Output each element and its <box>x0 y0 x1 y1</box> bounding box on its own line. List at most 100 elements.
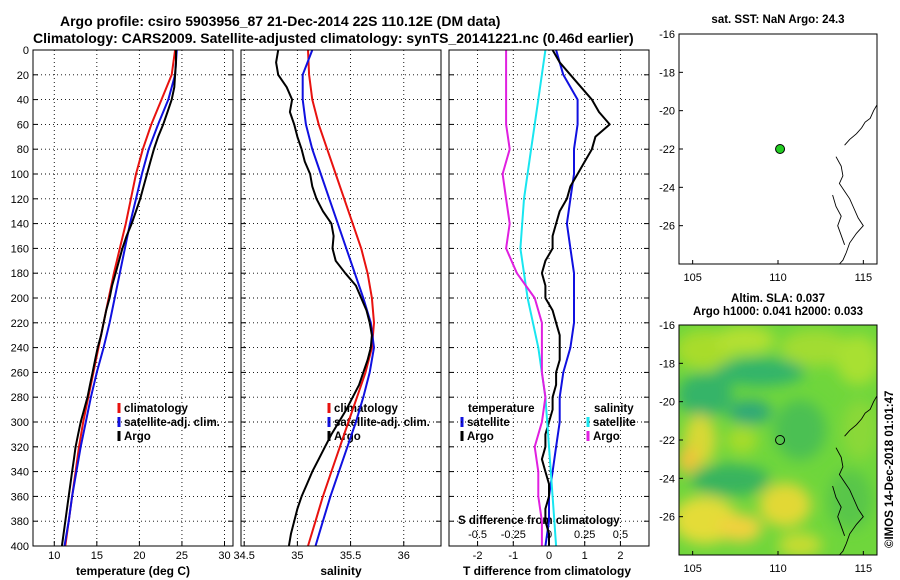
salinity-xtick-label: 34.5 <box>233 550 254 562</box>
difference-legend: temperature satellite Argo salinity sate… <box>460 403 636 443</box>
difference-panel: T difference from climatology S differen… <box>448 49 650 578</box>
depth-tick-label: 380 <box>11 516 29 528</box>
m-sst-ytick-label: -18 <box>659 67 675 79</box>
m-sla-xtick-label: 105 <box>683 563 701 575</box>
credit-text: ©IMOS 14-Dec-2018 01:01:47 <box>884 391 896 548</box>
title-line1: Argo profile: csiro 5903956_87 21-Dec-20… <box>60 13 500 29</box>
depth-tick-label: 20 <box>17 70 29 82</box>
salinity-series-satellite-adj-clim- <box>301 49 375 547</box>
salinity-xtick-label: 36 <box>398 550 410 562</box>
sla-map-title: Altim. SLA: 0.037 <box>731 293 825 305</box>
depth-tick-label: 200 <box>11 293 29 305</box>
temperature-xlabel: temperature (deg C) <box>76 564 190 578</box>
s-tick-label: 0.5 <box>613 529 628 541</box>
sst-map: sat. SST: NaN Argo: 24.3 105 110 115 -16 -18… <box>659 14 878 284</box>
depth-tick-label: 220 <box>11 318 29 330</box>
depth-tick-labels: 0 20 40 60 80 100 120 140 160 180 200 220 240 260 280 3… <box>11 45 29 553</box>
m-sla-ytick-label: -20 <box>659 397 675 409</box>
m-sla-xtick-label: 110 <box>769 563 787 575</box>
salinity-xtick-label: 35 <box>291 550 303 562</box>
m-sla-xtick-label: 115 <box>855 563 873 575</box>
legend-t-argo: Argo <box>467 431 494 443</box>
depth-tick-label: 140 <box>11 219 29 231</box>
temperature-xtick-label: 30 <box>218 550 230 562</box>
m-sla-float-marker <box>775 435 786 445</box>
m-sst-coastline <box>835 156 864 265</box>
temperature-xtick-label: 20 <box>133 550 145 562</box>
temperature-panel: 0 20 40 60 80 100 120 140 160 180 200 220 240 260 280 3… <box>11 45 234 578</box>
salinity-series-argo <box>275 49 373 547</box>
depth-tick-label: 300 <box>11 417 29 429</box>
sla-field <box>679 325 877 555</box>
depth-tick-label: 80 <box>17 144 29 156</box>
legend-salinity-title: salinity <box>594 403 634 415</box>
difference-series-temperature-satellite <box>544 49 579 547</box>
depth-tick-label: 60 <box>17 119 29 131</box>
s-difference-label: S difference from climatology <box>458 515 620 527</box>
temperature-series-argo <box>60 50 177 547</box>
sla-map-subtitle: Argo h1000: 0.041 h2000: 0.033 <box>693 306 863 318</box>
depth-tick-label: 280 <box>11 392 29 404</box>
temperature-legend: climatology satellite-adj. clim. Argo <box>117 403 220 443</box>
s-tick-label: -0.25 <box>501 529 526 541</box>
depth-tick-label: 180 <box>11 268 29 280</box>
legend-temperature-title: temperature <box>468 403 534 415</box>
temperature-xtick-label: 25 <box>176 550 188 562</box>
m-sla-ytick-label: -18 <box>659 358 675 370</box>
difference-xtick-label: -2 <box>473 550 483 562</box>
sla-map-frame <box>678 324 878 556</box>
m-sla-coastline <box>835 447 864 556</box>
m-sla-coastline <box>832 485 846 536</box>
m-sla-ytick-label: -26 <box>659 512 675 524</box>
m-sla-ytick-label: -16 <box>659 320 675 332</box>
m-sla-ytick-label: -22 <box>659 435 675 447</box>
s-tick-label: -0.5 <box>468 529 487 541</box>
legend-argo: Argo <box>124 431 151 443</box>
depth-tick-label: 100 <box>11 169 29 181</box>
legend-s-argo: Argo <box>593 431 620 443</box>
m-sst-ytick-label: -24 <box>659 182 675 194</box>
depth-tick-label: 40 <box>17 95 29 107</box>
temperature-xtick-label: 10 <box>48 550 60 562</box>
difference-xtick-label: 1 <box>582 550 588 562</box>
legend-satellite-adj: satellite-adj. clim. <box>334 417 430 429</box>
m-sst-xtick-label: 110 <box>769 272 787 284</box>
m-sst-float-marker <box>775 144 786 154</box>
depth-tick-label: 160 <box>11 243 29 255</box>
depth-tick-label: 0 <box>23 45 29 57</box>
temperature-frame <box>32 49 234 547</box>
depth-tick-label: 360 <box>11 491 29 503</box>
salinity-panel: salinity climatology satellite-adj. clim… <box>233 49 442 578</box>
depth-tick-label: 340 <box>11 467 29 479</box>
difference-xtick-label: -1 <box>508 550 518 562</box>
m-sla-ytick-label: -24 <box>659 473 675 485</box>
m-sst-coastline <box>832 194 846 245</box>
salinity-series-climatology <box>307 49 375 547</box>
depth-tick-label: 260 <box>11 367 29 379</box>
depth-tick-label: 400 <box>11 541 29 553</box>
difference-xtick-label: 2 <box>617 550 623 562</box>
difference-frame <box>448 49 650 547</box>
m-sst-ytick-label: -20 <box>659 106 675 118</box>
depth-tick-label: 240 <box>11 343 29 355</box>
salinity-xtick-label: 35.5 <box>340 550 361 562</box>
legend-t-satellite: satellite <box>467 417 510 429</box>
sst-map-frame <box>678 33 878 265</box>
m-sst-xtick-label: 105 <box>683 272 701 284</box>
difference-series-temperature-argo <box>540 49 611 546</box>
m-sst-ytick-label: -26 <box>659 221 675 233</box>
title-line2: Climatology: CARS2009. Satellite-adjuste… <box>33 30 634 46</box>
temperature-series-satellite-adj-clim- <box>63 49 178 547</box>
difference-xlabel: T difference from climatology <box>463 564 631 578</box>
salinity-frame <box>240 49 442 547</box>
difference-series-salinity-satellite <box>519 49 558 547</box>
depth-tick-label: 320 <box>11 442 29 454</box>
sla-map: Altim. SLA: 0.037 Argo h1000: 0.041 h200… <box>659 293 878 575</box>
legend-climatology: climatology <box>124 403 189 415</box>
s-tick-label: 0.25 <box>574 529 595 541</box>
m-sst-coastline <box>844 104 878 146</box>
temperature-xtick-label: 15 <box>91 550 103 562</box>
difference-xtick-label: 0 <box>546 550 552 562</box>
legend-argo: Argo <box>334 431 361 443</box>
